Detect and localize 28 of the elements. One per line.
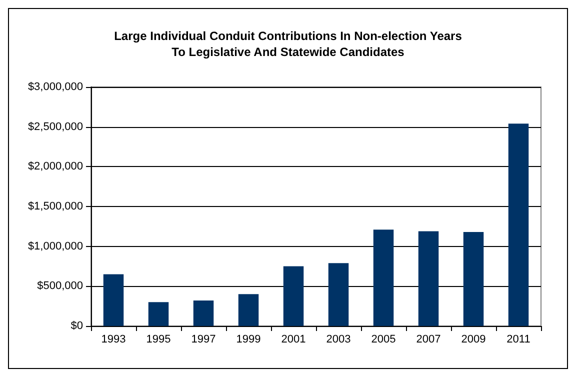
bar — [508, 124, 529, 326]
x-tick-label: 2005 — [371, 334, 396, 346]
y-tick-label: $2,000,000 — [28, 160, 83, 173]
bar — [463, 232, 484, 326]
x-tick-label: 2009 — [461, 334, 486, 346]
y-tick-label: $1,500,000 — [28, 200, 83, 212]
y-tick-label: $0 — [70, 320, 83, 332]
y-tick-label: $2,500,000 — [28, 120, 83, 133]
bar — [373, 230, 394, 326]
bar — [193, 300, 214, 326]
bar — [148, 302, 169, 326]
x-tick-label: 2007 — [416, 334, 441, 346]
x-tick-label: 1995 — [146, 334, 171, 346]
bar — [328, 263, 349, 326]
x-tick-label: 1999 — [236, 334, 261, 346]
bar — [103, 274, 124, 326]
x-tick-label: 2011 — [506, 334, 530, 346]
y-tick-label: $3,000,000 — [28, 81, 83, 93]
y-tick-label: $1,000,000 — [28, 240, 83, 252]
x-tick-label: 1997 — [191, 334, 216, 346]
chart-title: Large Individual Conduit Contributions In Non-election Years To Legislative And Statewide Candidates — [114, 29, 462, 59]
bar — [418, 231, 439, 326]
bar — [238, 294, 259, 326]
x-tick-label: 2001 — [281, 334, 306, 346]
x-tick-label: 1993 — [101, 334, 126, 346]
bar — [283, 266, 304, 326]
y-tick-label: $500,000 — [37, 280, 83, 292]
x-tick-label: 2003 — [326, 334, 351, 346]
